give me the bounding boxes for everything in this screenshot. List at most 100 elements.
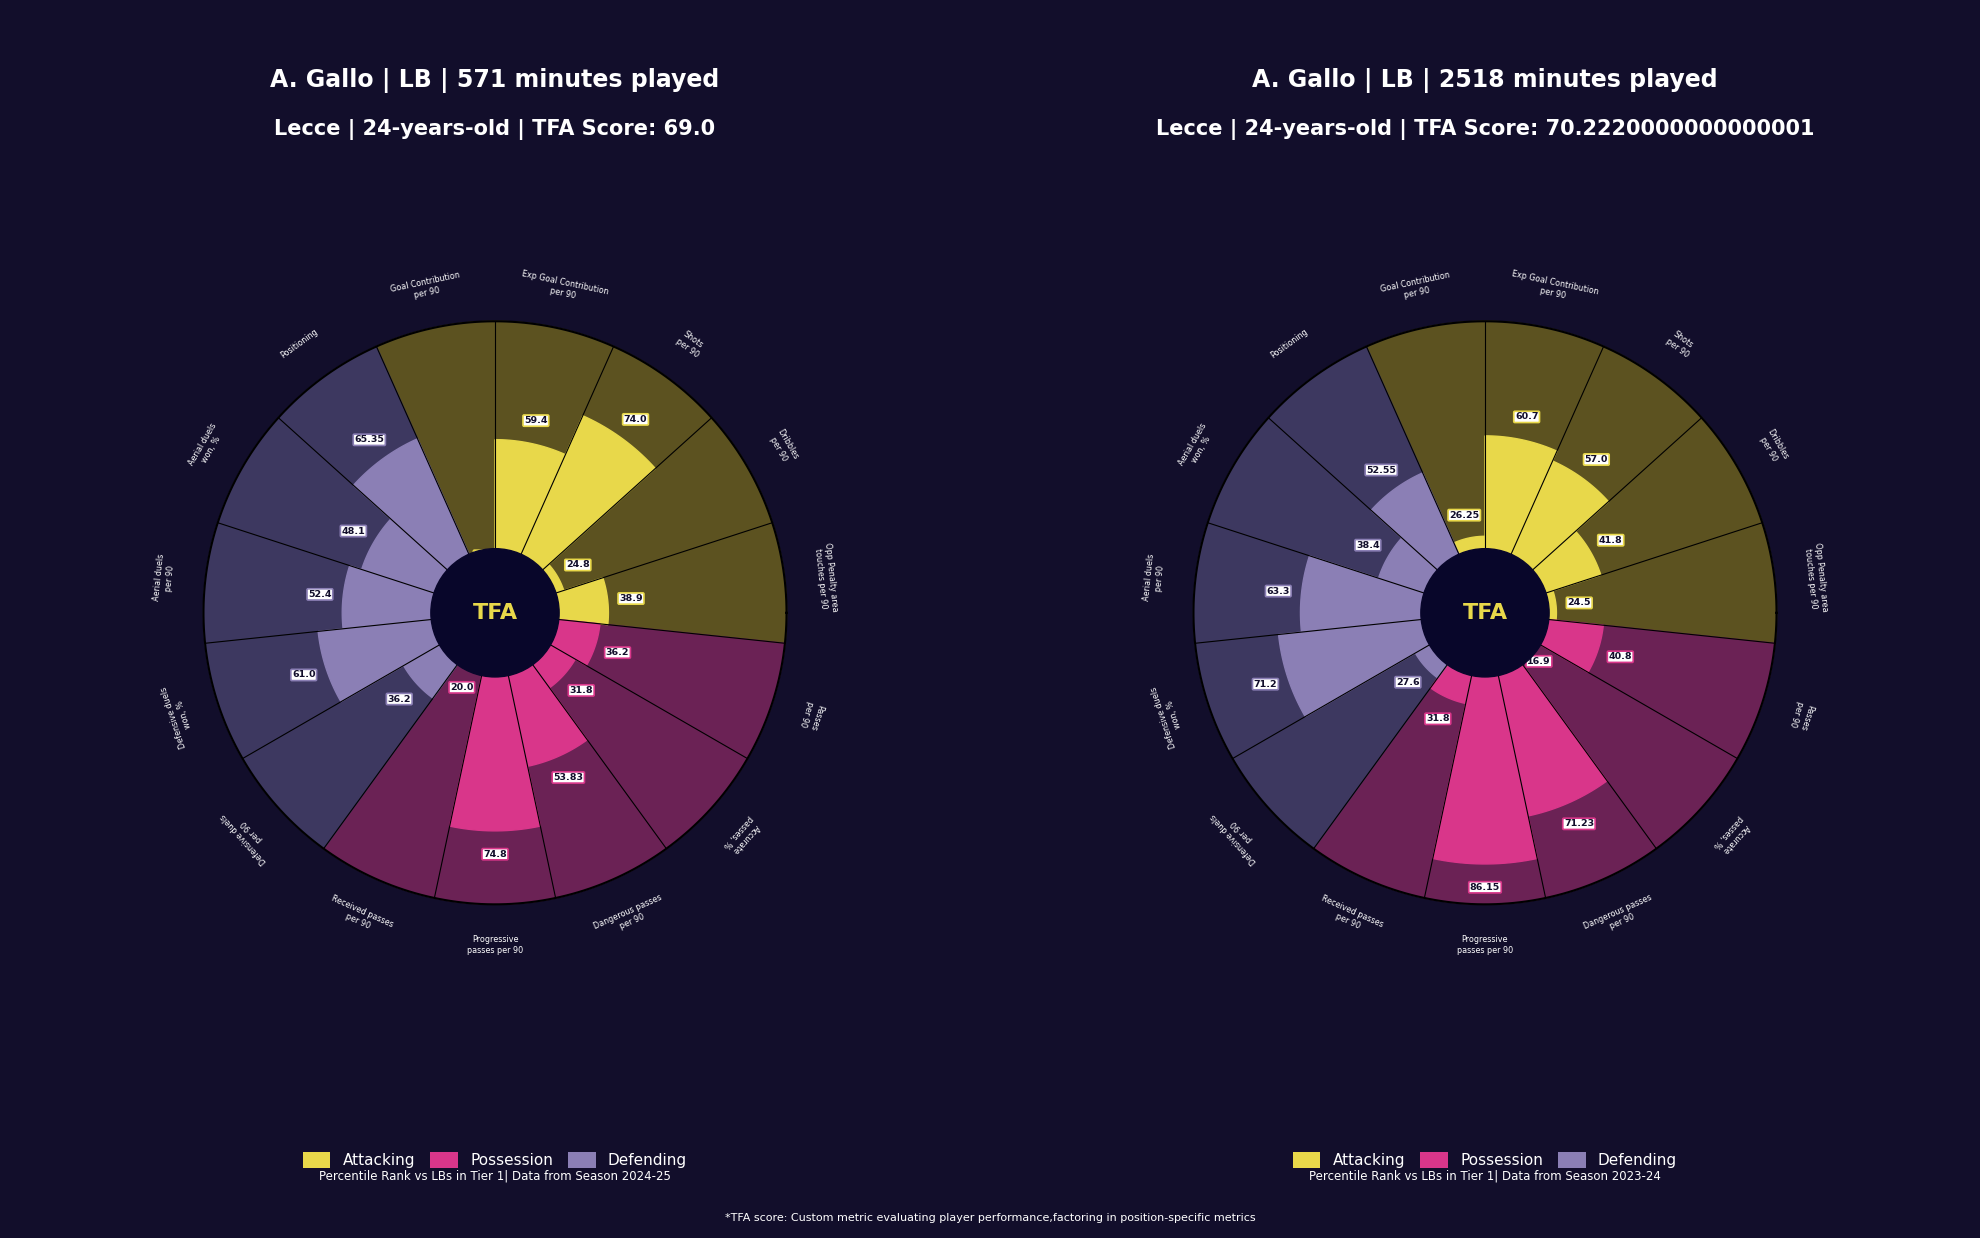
Polygon shape [1485, 613, 1657, 898]
Text: Received passes
per 90: Received passes per 90 [325, 894, 394, 938]
Text: Aerial duels
per 90: Aerial duels per 90 [152, 553, 176, 603]
Text: Defensive duels
per 90: Defensive duels per 90 [220, 805, 277, 865]
Polygon shape [319, 613, 495, 702]
Text: Defensive duels
won, %: Defensive duels won, % [160, 682, 198, 749]
Text: 24.5: 24.5 [1568, 598, 1592, 608]
Polygon shape [242, 613, 495, 849]
Text: A. Gallo | LB | 2518 minutes played: A. Gallo | LB | 2518 minutes played [1251, 68, 1719, 93]
Text: 59.4: 59.4 [525, 416, 548, 425]
Text: Exp Goal Contribution
per 90: Exp Goal Contribution per 90 [1509, 269, 1600, 306]
Polygon shape [1366, 322, 1485, 613]
Text: 31.8: 31.8 [570, 686, 594, 695]
Polygon shape [495, 565, 564, 613]
Text: 26.25: 26.25 [1449, 510, 1479, 520]
Polygon shape [1485, 613, 1738, 849]
Polygon shape [1485, 522, 1776, 644]
Polygon shape [1416, 613, 1485, 678]
Polygon shape [1372, 473, 1485, 613]
Text: Dribbles
per 90: Dribbles per 90 [1756, 427, 1790, 465]
Text: 36.2: 36.2 [388, 695, 412, 703]
Polygon shape [343, 566, 495, 629]
Text: 52.55: 52.55 [1366, 465, 1396, 474]
Polygon shape [1434, 613, 1536, 864]
Polygon shape [1485, 531, 1602, 613]
Text: Received passes
per 90: Received passes per 90 [1315, 894, 1384, 938]
Polygon shape [1485, 613, 1604, 672]
Text: 60.7: 60.7 [1515, 412, 1538, 421]
Text: Defensive duels
won, %: Defensive duels won, % [1150, 682, 1188, 749]
Polygon shape [1301, 556, 1485, 633]
Polygon shape [1232, 613, 1485, 849]
Text: Lecce | 24-years-old | TFA Score: 69.0: Lecce | 24-years-old | TFA Score: 69.0 [275, 120, 715, 140]
Text: 71.2: 71.2 [1253, 680, 1277, 688]
Text: Opp Penalty area
touches per 90: Opp Penalty area touches per 90 [812, 542, 840, 614]
Polygon shape [495, 522, 786, 644]
Text: Shots
per 90: Shots per 90 [1663, 328, 1697, 359]
Text: Passes
per 90: Passes per 90 [1788, 699, 1814, 732]
Circle shape [432, 548, 558, 677]
Text: Progressive
passes per 90: Progressive passes per 90 [467, 936, 523, 954]
Text: Lecce | 24-years-old | TFA Score: 70.2220000000000001: Lecce | 24-years-old | TFA Score: 70.222… [1156, 120, 1814, 140]
Legend: Attacking, Possession, Defending: Attacking, Possession, Defending [1287, 1146, 1683, 1175]
Text: 52.4: 52.4 [309, 589, 331, 599]
Polygon shape [352, 438, 495, 613]
Polygon shape [495, 439, 566, 613]
Text: Positioning: Positioning [279, 328, 321, 360]
Polygon shape [1424, 613, 1546, 904]
Text: TFA: TFA [473, 603, 517, 623]
Polygon shape [1485, 417, 1762, 613]
Polygon shape [206, 613, 495, 759]
Text: 53.83: 53.83 [552, 773, 584, 782]
Text: A. Gallo | LB | 571 minutes played: A. Gallo | LB | 571 minutes played [271, 68, 719, 93]
Polygon shape [1485, 613, 1608, 816]
Polygon shape [495, 416, 655, 613]
Legend: Attacking, Possession, Defending: Attacking, Possession, Defending [297, 1146, 693, 1175]
Polygon shape [495, 578, 608, 625]
Polygon shape [495, 613, 784, 759]
Polygon shape [449, 613, 541, 831]
Text: Opp Penalty area
touches per 90: Opp Penalty area touches per 90 [1802, 542, 1830, 614]
Polygon shape [279, 347, 495, 613]
Text: Dangerous passes
per 90: Dangerous passes per 90 [592, 893, 667, 940]
Polygon shape [1485, 591, 1556, 620]
Polygon shape [1485, 461, 1608, 613]
Text: Percentile Rank vs LBs in Tier 1| Data from Season 2023-24: Percentile Rank vs LBs in Tier 1| Data f… [1309, 1170, 1661, 1182]
Circle shape [1422, 548, 1548, 677]
Text: Progressive
passes per 90: Progressive passes per 90 [1457, 936, 1513, 954]
Polygon shape [495, 347, 711, 613]
Text: Accurate
passes, %: Accurate passes, % [1711, 813, 1752, 857]
Text: Aerial duels
won, %: Aerial duels won, % [186, 421, 228, 472]
Text: *TFA score: Custom metric evaluating player performance,factoring in position-sp: *TFA score: Custom metric evaluating pla… [725, 1213, 1255, 1223]
Text: 71.23: 71.23 [1564, 820, 1594, 828]
Polygon shape [495, 613, 748, 849]
Text: Passes
per 90: Passes per 90 [798, 699, 824, 732]
Polygon shape [362, 519, 495, 613]
Polygon shape [404, 613, 495, 698]
Polygon shape [1485, 613, 1529, 652]
Text: Defensive duels
per 90: Defensive duels per 90 [1210, 805, 1267, 865]
Text: 74.0: 74.0 [624, 415, 647, 423]
Text: Dribbles
per 90: Dribbles per 90 [766, 427, 800, 465]
Polygon shape [1430, 613, 1485, 703]
Polygon shape [461, 613, 495, 670]
Text: 74.8: 74.8 [483, 849, 507, 859]
Text: 48.1: 48.1 [341, 526, 364, 536]
Text: Aerial duels
won, %: Aerial duels won, % [1176, 421, 1218, 472]
Polygon shape [495, 322, 614, 613]
Polygon shape [323, 613, 495, 898]
Text: Aerial duels
per 90: Aerial duels per 90 [1142, 553, 1166, 603]
Polygon shape [495, 613, 588, 766]
Polygon shape [1194, 522, 1485, 644]
Text: Dangerous passes
per 90: Dangerous passes per 90 [1582, 893, 1657, 940]
Text: 63.3: 63.3 [1267, 587, 1289, 595]
Polygon shape [1279, 613, 1485, 717]
Text: Exp Goal Contribution
per 90: Exp Goal Contribution per 90 [519, 269, 610, 306]
Polygon shape [1378, 537, 1485, 613]
Polygon shape [1208, 417, 1485, 613]
Text: TFA: TFA [1463, 603, 1507, 623]
Text: 40.8: 40.8 [1608, 652, 1632, 661]
Text: Shots
per 90: Shots per 90 [673, 328, 707, 359]
Text: 86.15: 86.15 [1469, 883, 1501, 891]
Polygon shape [1485, 322, 1604, 613]
Polygon shape [1485, 347, 1701, 613]
